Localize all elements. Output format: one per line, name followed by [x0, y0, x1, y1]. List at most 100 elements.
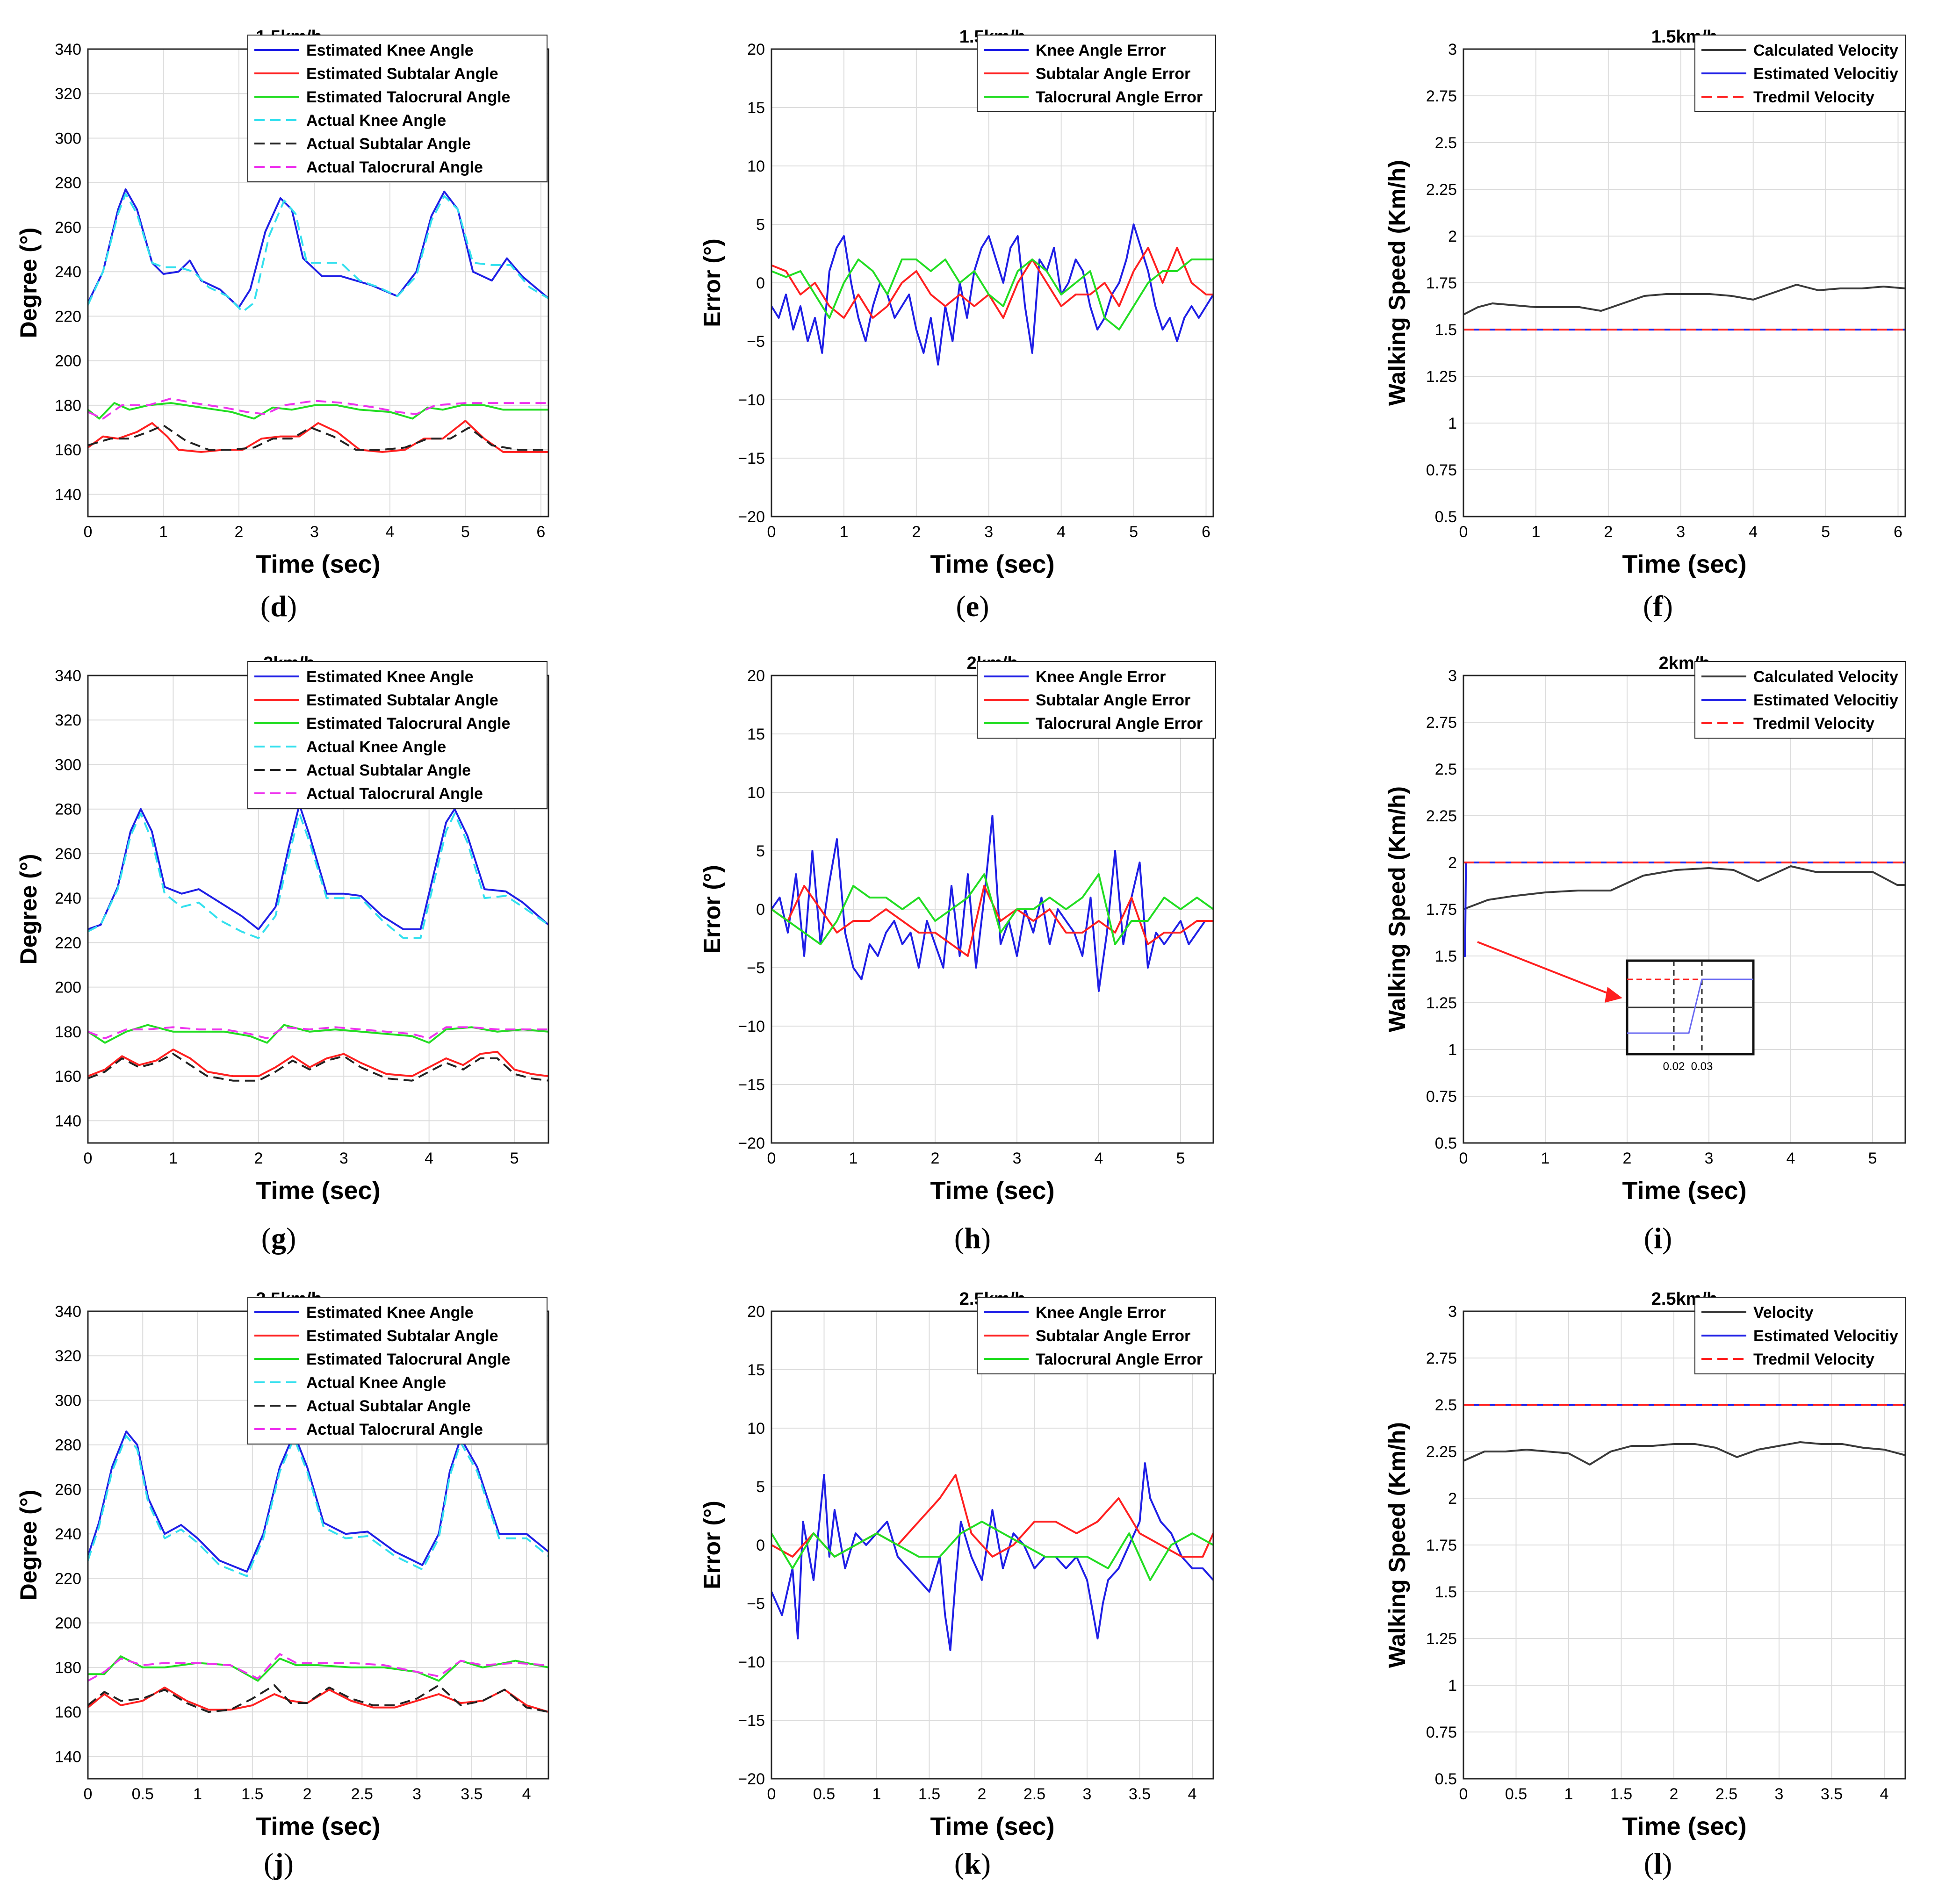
y-tick-label: 20 [747, 41, 765, 58]
legend-label: Actual Knee Angle [306, 738, 446, 756]
y-tick-label: 280 [55, 174, 81, 192]
y-tick-label: 2 [1448, 228, 1457, 245]
x-tick-label: 1 [193, 1785, 202, 1803]
x-tick-label: 0 [767, 1150, 776, 1167]
y-tick-label: 0 [756, 901, 765, 919]
y-tick-label: −15 [738, 1076, 765, 1094]
y-tick-label: 15 [747, 99, 765, 117]
y-tick-label: 0.5 [1435, 1135, 1457, 1152]
x-tick-label: 2 [254, 1150, 263, 1167]
x-tick-label: 2 [912, 523, 921, 541]
x-tick-label: 5 [461, 523, 470, 541]
chart-panel-g: 0123451401601802002202402602803003203402… [0, 626, 575, 1215]
caption-g: (g) [261, 1222, 296, 1255]
legend-label: Subtalar Angle Error [1036, 65, 1190, 83]
y-tick-label: 0.5 [1435, 1770, 1457, 1788]
series-line-calculated-velocity [1463, 284, 1905, 316]
y-tick-label: 1 [1448, 1677, 1457, 1695]
x-tick-label: 1 [1564, 1785, 1573, 1803]
y-tick-label: −15 [738, 1712, 765, 1730]
legend-label: Actual Talocrural Angle [306, 158, 483, 176]
x-tick-label: 4 [425, 1150, 433, 1167]
x-tick-label: 5 [1176, 1150, 1185, 1167]
chart-panel-l: 0 0.5 1 1.5 2 2.5 3 3.5 4 0.5 0.75 1 1.25 1.5 1.75 2 2.2… [1356, 1262, 1954, 1851]
legend: Velocity Estimated Velocitiy Tredmil Veloc… [1694, 1297, 1906, 1374]
inset-estimated-line [1627, 978, 1753, 1034]
legend-label: Talocrural Angle Error [1036, 88, 1203, 106]
y-tick-label: 1.25 [1426, 994, 1457, 1012]
legend-label: Velocity [1753, 1304, 1814, 1322]
legend-label: Estimated Knee Angle [306, 42, 474, 59]
y-tick-label: 1.25 [1426, 1630, 1457, 1648]
y-tick-label: 200 [55, 1615, 81, 1632]
legend-label: Actual Subtalar Angle [306, 1397, 471, 1415]
x-axis-label: Time (sec) [1622, 550, 1746, 578]
y-tick-label: 340 [55, 1303, 81, 1321]
legend-label: Tredmil Velocity [1753, 715, 1874, 733]
y-tick-label: 1.75 [1426, 274, 1457, 292]
legend-box [247, 1297, 548, 1444]
x-tick-label: 2 [234, 523, 243, 541]
x-tick-label: 0.5 [132, 1785, 154, 1803]
y-tick-label: 1 [1448, 415, 1457, 432]
x-axis-label: Time (sec) [1622, 1812, 1746, 1840]
y-axis-label: Walking Speed (Km/h) [1384, 160, 1410, 406]
legend-label: Subtalar Angle Error [1036, 691, 1190, 709]
legend: Calculated Velocity Estimated Velocitiy Tr… [1694, 35, 1906, 112]
chart-panel-d: 0 1 2 3 4 5 6 140 160 180 200 220 240 260 280 300 320 340… [0, 0, 575, 589]
y-axis-label: Error (°) [699, 238, 725, 327]
x-tick-label: 2 [303, 1785, 312, 1803]
x-tick-label: 3.5 [1129, 1785, 1151, 1803]
legend-label: Tredmil Velocity [1753, 1351, 1874, 1368]
series-group [88, 188, 548, 453]
y-tick-label: −20 [738, 508, 765, 526]
y-tick-label: 20 [747, 1303, 765, 1321]
y-tick-label: 1.5 [1435, 321, 1457, 339]
series-line-actual-talocrural-angle [88, 1026, 548, 1040]
y-tick-label: 160 [55, 1068, 81, 1085]
y-tick-label: 160 [55, 441, 81, 459]
x-tick-label: 4 [1749, 523, 1758, 541]
y-tick-label: 300 [55, 129, 81, 147]
y-tick-label: 1.75 [1426, 901, 1457, 919]
plot-frame [1463, 48, 1906, 517]
x-tick-label: 1 [872, 1785, 881, 1803]
series-line-actual-talocrural-angle [88, 397, 548, 420]
y-tick-label: 2.25 [1426, 807, 1457, 825]
chart-g: 0123451401601802002202402602803003203402… [15, 654, 549, 1205]
y-tick-label: 220 [55, 934, 81, 952]
y-tick-label: 1.5 [1435, 1583, 1457, 1601]
y-tick-label: 280 [55, 1437, 81, 1454]
series-line-talocrural-angle-error [771, 873, 1213, 945]
y-tick-label: 180 [55, 1659, 81, 1677]
x-tick-label: 3 [339, 1150, 348, 1167]
chart-panel-j: 0 0.5 1 1.5 2 2.5 3 3.5 4 140 160 180 200 220 240 260 28… [0, 1262, 575, 1851]
legend-label: Actual Knee Angle [306, 112, 446, 129]
x-tick-label: 5 [1868, 1150, 1877, 1167]
legend-label: Estimated Subtalar Angle [306, 65, 498, 83]
legend-label: Estimated Subtalar Angle [306, 691, 498, 709]
x-tick-label: 4 [1095, 1150, 1103, 1167]
x-tick-label: 5 [1129, 523, 1138, 541]
y-tick-label: 240 [55, 890, 81, 907]
legend-label: Talocrural Angle Error [1036, 715, 1203, 733]
y-tick-label: 2.5 [1435, 761, 1457, 778]
y-tick-label: 260 [55, 219, 81, 237]
x-tick-label: 1 [1541, 1150, 1550, 1167]
x-tick-label: 3 [1083, 1785, 1092, 1803]
series-line-estimated-subtalar-angle [88, 1049, 548, 1078]
x-tick-label: 1.5 [918, 1785, 940, 1803]
legend: Knee Angle Error Subtalar Angle Error Talo… [977, 661, 1216, 739]
legend-label: Knee Angle Error [1036, 42, 1166, 59]
x-tick-label: 3 [412, 1785, 421, 1803]
y-tick-label: 220 [55, 1570, 81, 1588]
x-axis-label: Time (sec) [256, 1812, 380, 1840]
y-tick-label: 200 [55, 979, 81, 997]
inset-arrow [1477, 941, 1618, 998]
y-tick-label: 180 [55, 397, 81, 415]
series-line-talocrural-angle-error [771, 259, 1213, 331]
x-axis-label: Time (sec) [930, 550, 1054, 578]
y-tick-label: 2.5 [1435, 134, 1457, 152]
